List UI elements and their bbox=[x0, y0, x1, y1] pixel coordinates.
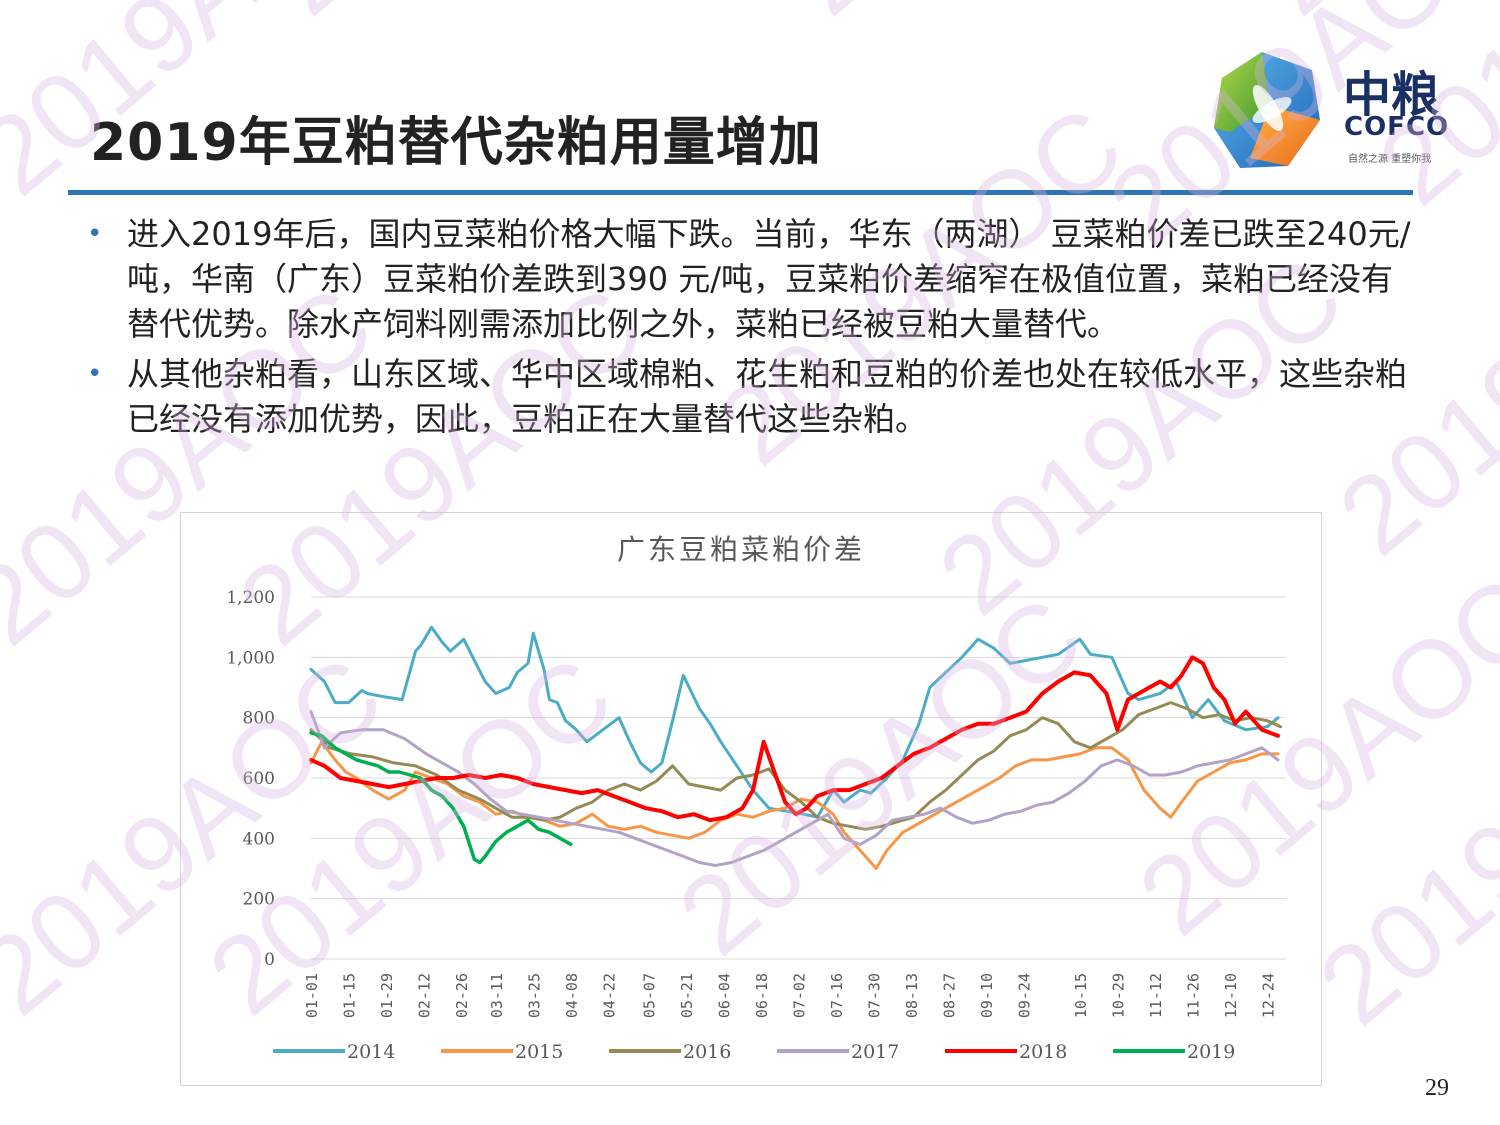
y-tick-label: 600 bbox=[243, 769, 275, 789]
x-tick-label: 10-15 bbox=[1072, 973, 1090, 1018]
bullet-text: 从其他杂粕看，山东区域、华中区域棉粕、花生粕和豆粕的价差也处在较低水平，这些杂粕… bbox=[127, 355, 1408, 438]
x-tick-label: 04-08 bbox=[563, 973, 581, 1018]
series-line-2015 bbox=[309, 740, 1280, 870]
title-divider bbox=[68, 190, 1413, 195]
bullet-item: • 从其他杂粕看，山东区域、华中区域棉粕、花生粕和豆粕的价差也处在较低水平，这些… bbox=[85, 352, 1415, 442]
x-tick-label: 03-11 bbox=[488, 973, 506, 1018]
x-tick-label: 11-12 bbox=[1147, 973, 1165, 1018]
x-tick-label: 11-26 bbox=[1184, 973, 1202, 1018]
x-tick-label: 03-25 bbox=[525, 973, 543, 1018]
legend-label: 2018 bbox=[1019, 1041, 1067, 1063]
x-tick-label: 05-07 bbox=[641, 973, 659, 1018]
series-line-2014 bbox=[309, 625, 1280, 819]
watermark-text: 2019AOC bbox=[1296, 644, 1500, 1049]
x-tick-label: 02-26 bbox=[453, 973, 471, 1018]
series-line-2019 bbox=[309, 731, 573, 865]
legend-label: 2016 bbox=[683, 1041, 731, 1063]
y-tick-label: 400 bbox=[243, 829, 275, 849]
x-tick-label: 01-15 bbox=[341, 973, 359, 1018]
x-tick-label: 07-02 bbox=[791, 973, 809, 1018]
x-tick-label: 12-10 bbox=[1222, 973, 1240, 1018]
x-tick-label: 02-12 bbox=[416, 973, 434, 1018]
y-tick-label: 1,000 bbox=[226, 648, 275, 668]
legend-label: 2015 bbox=[515, 1041, 563, 1063]
x-tick-label: 08-27 bbox=[941, 973, 959, 1018]
watermark-text: 2019AOC bbox=[766, 0, 1215, 38]
cofco-logo-icon bbox=[1214, 52, 1320, 168]
bullet-dot-icon: • bbox=[87, 219, 103, 249]
x-tick-label: 05-21 bbox=[678, 973, 696, 1018]
x-tick-label: 06-18 bbox=[753, 973, 771, 1018]
logo-tagline: 自然之源 重塑你我 bbox=[1348, 154, 1432, 165]
slide-title: 2019年豆粕替代杂粕用量增加 bbox=[90, 113, 822, 173]
x-tick-label: 07-30 bbox=[866, 973, 884, 1018]
x-tick-label: 07-16 bbox=[828, 973, 846, 1018]
bullet-text: 进入2019年后，国内豆菜粕价格大幅下跌。当前，华东（两湖） 豆菜粕价差已跌至2… bbox=[127, 215, 1411, 343]
legend-label: 2017 bbox=[851, 1041, 899, 1063]
y-tick-label: 800 bbox=[243, 709, 275, 729]
x-tick-label: 01-01 bbox=[303, 973, 321, 1018]
y-tick-label: 200 bbox=[243, 890, 275, 910]
chart-title: 广东豆粕菜粕价差 bbox=[617, 533, 865, 566]
series-line-2016 bbox=[309, 701, 1283, 831]
line-chart: 广东豆粕菜粕价差 0 200 400 600 800 1,000 1,200 01-01 01-1… bbox=[226, 533, 1286, 1063]
x-tick-label: 01-29 bbox=[378, 973, 396, 1018]
series-line-2018 bbox=[309, 655, 1280, 823]
x-tick-label: 09-24 bbox=[1016, 973, 1034, 1018]
bullet-list: • 进入2019年后，国内豆菜粕价格大幅下跌。当前，华东（两湖） 豆菜粕价差已跌… bbox=[85, 212, 1415, 447]
bullet-item: • 进入2019年后，国内豆菜粕价格大幅下跌。当前，华东（两湖） 豆菜粕价差已跌… bbox=[85, 212, 1415, 347]
legend-label: 2019 bbox=[1187, 1041, 1235, 1063]
x-tick-label: 04-22 bbox=[600, 973, 618, 1018]
logo-name-cn: 中粮 bbox=[1343, 67, 1440, 123]
legend-label: 2014 bbox=[347, 1041, 395, 1063]
x-tick-label: 06-04 bbox=[716, 973, 734, 1018]
chart-container: 广东豆粕菜粕价差 0 200 400 600 800 1,000 1,200 01-01 01-1… bbox=[180, 512, 1322, 1086]
bullet-dot-icon: • bbox=[87, 359, 103, 389]
logo-name-en: COFCO bbox=[1344, 112, 1450, 142]
x-tick-label: 12-24 bbox=[1259, 973, 1277, 1018]
watermark-text: 2019AOC bbox=[1236, 0, 1500, 38]
series-line-2017 bbox=[309, 710, 1280, 867]
x-tick-label: 08-13 bbox=[903, 973, 921, 1018]
watermark-text: 2019AOC bbox=[246, 0, 695, 38]
page-number: 29 bbox=[1425, 1075, 1449, 1101]
y-tick-label: 1,200 bbox=[226, 588, 275, 608]
y-tick-label: 0 bbox=[264, 950, 275, 970]
x-tick-label: 10-29 bbox=[1109, 973, 1127, 1018]
x-tick-label: 09-10 bbox=[978, 973, 996, 1018]
